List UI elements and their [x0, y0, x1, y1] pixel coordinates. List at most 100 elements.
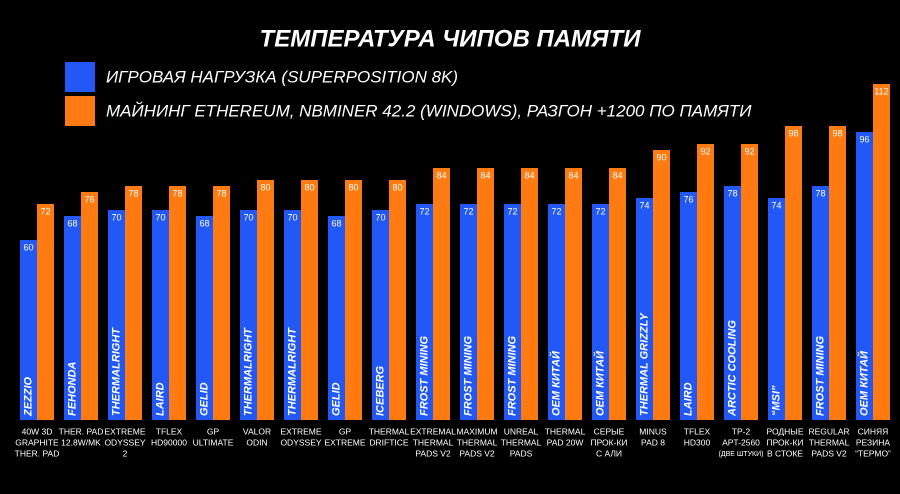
x-tick-label: С АЛИ: [596, 448, 622, 458]
brand-label: OEM КИТАЙ: [549, 350, 562, 416]
value-label: 78: [172, 188, 182, 198]
bar: [64, 216, 81, 420]
value-label: 84: [568, 170, 578, 180]
bar: [108, 210, 125, 420]
brand-label: OEM КИТАЙ: [593, 350, 606, 416]
bar: [169, 186, 186, 420]
bar: [477, 168, 494, 420]
brand-label: THERMALRIGHT: [242, 327, 254, 416]
value-label: 92: [700, 146, 710, 156]
value-label: 84: [436, 170, 446, 180]
x-tick-label: СИНЯЯ: [858, 426, 889, 436]
value-label: 84: [480, 170, 490, 180]
x-tick-label: (ДВЕ ШТУКИ): [719, 451, 764, 458]
brand-label: FEHONDA: [66, 362, 78, 416]
value-label: 98: [832, 128, 842, 138]
bar: [433, 168, 450, 420]
legend-label: ИГРОВАЯ НАГРУЗКА (SUPERPOSITION 8K): [106, 67, 458, 86]
bar: [240, 210, 257, 420]
x-tick-label: THERMAL: [809, 437, 850, 447]
x-tick-label: В СТОКЕ: [767, 448, 803, 458]
value-label: 72: [40, 206, 50, 216]
bar: [741, 144, 758, 420]
brand-label: GELID: [198, 382, 210, 416]
value-label: 72: [419, 206, 429, 216]
value-label: 72: [595, 206, 605, 216]
x-tick-label: 12.8W/MK: [61, 437, 101, 447]
brand-label: LAIRD: [682, 382, 694, 416]
x-tick-label: EXTREME: [104, 426, 145, 436]
bar: [521, 168, 538, 420]
value-label: 72: [507, 206, 517, 216]
bar: [785, 126, 802, 420]
bar: [636, 198, 653, 420]
x-tick-label: PADS V2: [811, 448, 847, 458]
x-tick-label: PAD 8: [641, 437, 665, 447]
bar: [152, 210, 169, 420]
bar: [416, 204, 433, 420]
value-label: 78: [216, 188, 226, 198]
value-label: 80: [304, 182, 314, 192]
x-tick-label: EXTREME: [324, 437, 365, 447]
legend-swatch: [65, 96, 95, 126]
value-label: 78: [128, 188, 138, 198]
value-label: 70: [111, 212, 121, 222]
x-tick-label: MINUS: [639, 426, 667, 436]
value-label: 80: [348, 182, 358, 192]
brand-label: ARCTIC COOLING: [726, 320, 738, 417]
brand-label: GELID: [330, 382, 342, 416]
brand-label: ZEZZIO: [22, 376, 34, 417]
chart-title: ТЕМПЕРАТУРА ЧИПОВ ПАМЯТИ: [260, 25, 642, 52]
bar: [504, 204, 521, 420]
value-label: 92: [744, 146, 754, 156]
value-label: 70: [243, 212, 253, 222]
x-tick-label: ULTIMATE: [193, 437, 234, 447]
bar: [460, 204, 477, 420]
x-tick-label: PAD 20W: [547, 437, 584, 447]
legend-label: МАЙНИНГ ETHEREUM, NBMINER 42.2 (WINDOWS)…: [106, 100, 752, 120]
bar: [873, 84, 890, 420]
value-label: 72: [551, 206, 561, 216]
bar: [20, 240, 37, 420]
x-tick-label: THERMAL: [413, 437, 454, 447]
brand-label: OEM КИТАЙ: [857, 350, 870, 416]
x-tick-label: “ТЕРМО”: [855, 448, 891, 458]
value-label: 78: [815, 188, 825, 198]
bar: [257, 180, 274, 420]
brand-label: FROST MINING: [814, 336, 826, 416]
bar: [609, 168, 626, 420]
x-tick-label: PADS V2: [415, 448, 451, 458]
x-tick-label: GP: [207, 426, 220, 436]
x-tick-label: 2: [123, 448, 128, 458]
x-tick-label: ПРОК-КИ: [766, 437, 803, 447]
x-tick-label: THERMAL: [457, 437, 498, 447]
bar: [592, 204, 609, 420]
bar: [345, 180, 362, 420]
bar: [37, 204, 54, 420]
bar: [565, 168, 582, 420]
x-tick-label: TFLEX: [156, 426, 183, 436]
bar: [125, 186, 142, 420]
bar: [768, 198, 785, 420]
value-label: 68: [199, 218, 209, 228]
value-label: 60: [23, 242, 33, 252]
x-tick-label: HD90000: [151, 437, 187, 447]
value-label: 70: [287, 212, 297, 222]
value-label: 68: [331, 218, 341, 228]
value-label: 76: [683, 194, 693, 204]
bar: [697, 144, 714, 420]
x-tick-label: THER. PAD: [59, 426, 104, 436]
bar: [548, 204, 565, 420]
x-tick-label: TP-2: [732, 426, 751, 436]
x-tick-label: ODIN: [246, 437, 267, 447]
x-tick-label: HD300: [684, 437, 711, 447]
value-label: 78: [727, 188, 737, 198]
bar: [372, 210, 389, 420]
x-tick-label: APT-2560: [722, 437, 760, 447]
value-label: 68: [67, 218, 77, 228]
brand-label: “MSI”: [770, 385, 782, 416]
x-tick-label: VALOR: [243, 426, 271, 436]
bar: [81, 192, 98, 420]
x-tick-label: 40W 3D: [22, 426, 53, 436]
x-tick-label: THERMAL: [369, 426, 410, 436]
